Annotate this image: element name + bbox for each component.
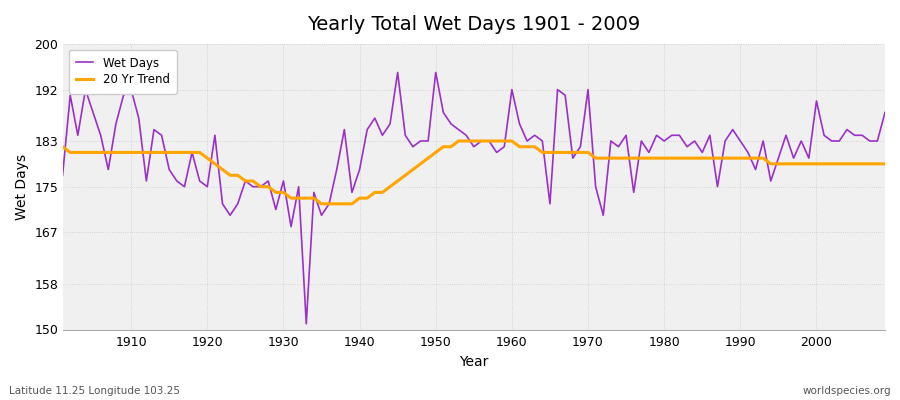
20 Yr Trend — [316, 202, 327, 206]
20 Yr Trend — [879, 162, 890, 166]
Wet Days — [285, 224, 296, 229]
Line: 20 Yr Trend: 20 Yr Trend — [63, 141, 885, 204]
20 Yr Trend — [285, 196, 296, 200]
Line: Wet Days: Wet Days — [63, 72, 885, 324]
20 Yr Trend — [58, 144, 68, 149]
Wet Days — [514, 122, 525, 126]
Text: Latitude 11.25 Longitude 103.25: Latitude 11.25 Longitude 103.25 — [9, 386, 180, 396]
Wet Days — [879, 110, 890, 115]
Wet Days — [58, 173, 68, 178]
Wet Days — [118, 93, 129, 98]
Wet Days — [392, 70, 403, 75]
X-axis label: Year: Year — [459, 355, 489, 369]
Wet Days — [522, 138, 533, 143]
20 Yr Trend — [514, 144, 525, 149]
Wet Days — [339, 127, 350, 132]
20 Yr Trend — [339, 202, 350, 206]
Legend: Wet Days, 20 Yr Trend: Wet Days, 20 Yr Trend — [68, 50, 176, 94]
20 Yr Trend — [454, 138, 464, 143]
Text: worldspecies.org: worldspecies.org — [803, 386, 891, 396]
Title: Yearly Total Wet Days 1901 - 2009: Yearly Total Wet Days 1901 - 2009 — [307, 15, 641, 34]
20 Yr Trend — [613, 156, 624, 160]
20 Yr Trend — [522, 144, 533, 149]
Y-axis label: Wet Days: Wet Days — [15, 154, 29, 220]
Wet Days — [613, 144, 624, 149]
Wet Days — [301, 321, 311, 326]
20 Yr Trend — [118, 150, 129, 155]
